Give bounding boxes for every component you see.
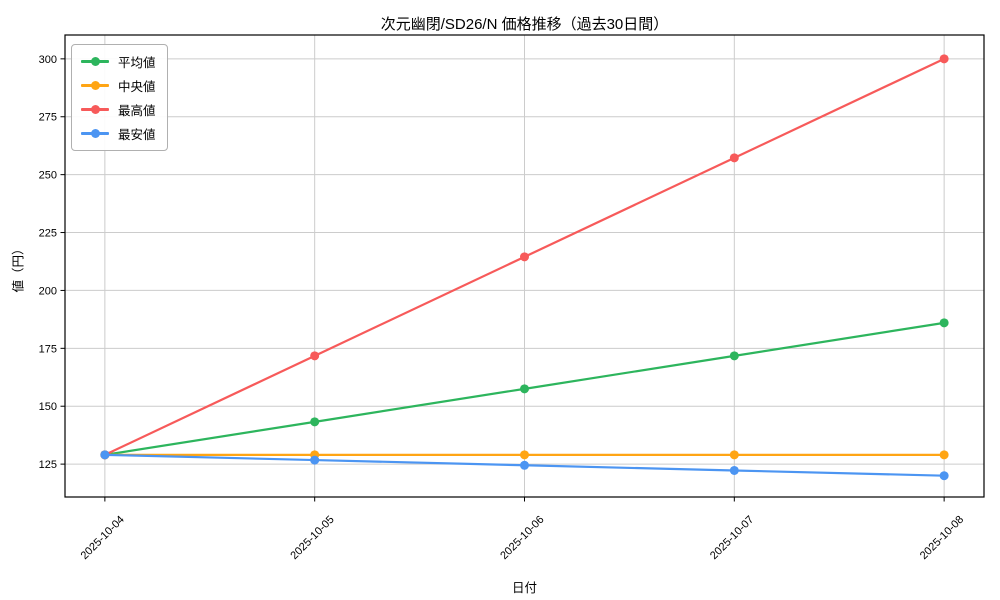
legend-label: 中央値 [118, 80, 156, 94]
series-point-2 [729, 153, 739, 163]
series-point-2 [520, 252, 529, 262]
legend-item: 最高値 [81, 100, 156, 119]
legend-label: 最高値 [118, 104, 156, 118]
series-point-3 [310, 455, 320, 465]
legend-marker-icon [81, 105, 109, 115]
y-tick-label: 200 [39, 285, 57, 297]
legend: 平均値中央値最高値最安値 [71, 44, 168, 151]
legend-item: 最安値 [81, 124, 156, 143]
series-point-1 [939, 450, 949, 460]
legend-label: 平均値 [118, 56, 156, 70]
y-tick-label: 250 [39, 170, 57, 182]
x-tick-label: 2025-10-06 [498, 514, 546, 562]
series-point-1 [729, 450, 739, 460]
legend-label: 最安値 [118, 128, 156, 142]
x-axis-label: 日付 [511, 581, 537, 595]
series-point-1 [520, 450, 529, 460]
y-tick-label: 125 [39, 459, 57, 471]
series-point-2 [939, 54, 949, 64]
series-point-2 [310, 351, 320, 361]
x-tick-label: 2025-10-05 [288, 514, 336, 562]
legend-item: 平均値 [81, 52, 156, 71]
plot-frame [64, 34, 985, 498]
x-tick-label: 2025-10-07 [708, 514, 756, 562]
legend-item: 中央値 [81, 76, 156, 95]
series-point-3 [729, 465, 739, 475]
chart-title: 次元幽閉/SD26/N 価格推移（過去30日間） [380, 16, 669, 33]
legend-marker-icon [81, 81, 109, 91]
series-point-0 [520, 384, 529, 394]
series-point-3 [100, 450, 110, 460]
legend-marker-icon [81, 57, 109, 67]
x-tick-label: 2025-10-08 [918, 514, 966, 562]
y-tick-label: 275 [39, 112, 57, 124]
series-point-3 [939, 471, 949, 481]
y-tick-label: 150 [39, 401, 57, 413]
x-tick-label: 2025-10-04 [79, 514, 127, 562]
legend-marker-icon [81, 129, 109, 139]
y-tick-label: 300 [39, 54, 57, 66]
series-point-3 [520, 460, 529, 470]
series-point-0 [729, 351, 739, 361]
series-point-0 [939, 318, 949, 328]
y-axis-label: 値（円） [11, 242, 26, 293]
y-tick-label: 175 [39, 343, 57, 355]
series-point-0 [310, 417, 320, 427]
y-tick-label: 225 [39, 228, 57, 240]
